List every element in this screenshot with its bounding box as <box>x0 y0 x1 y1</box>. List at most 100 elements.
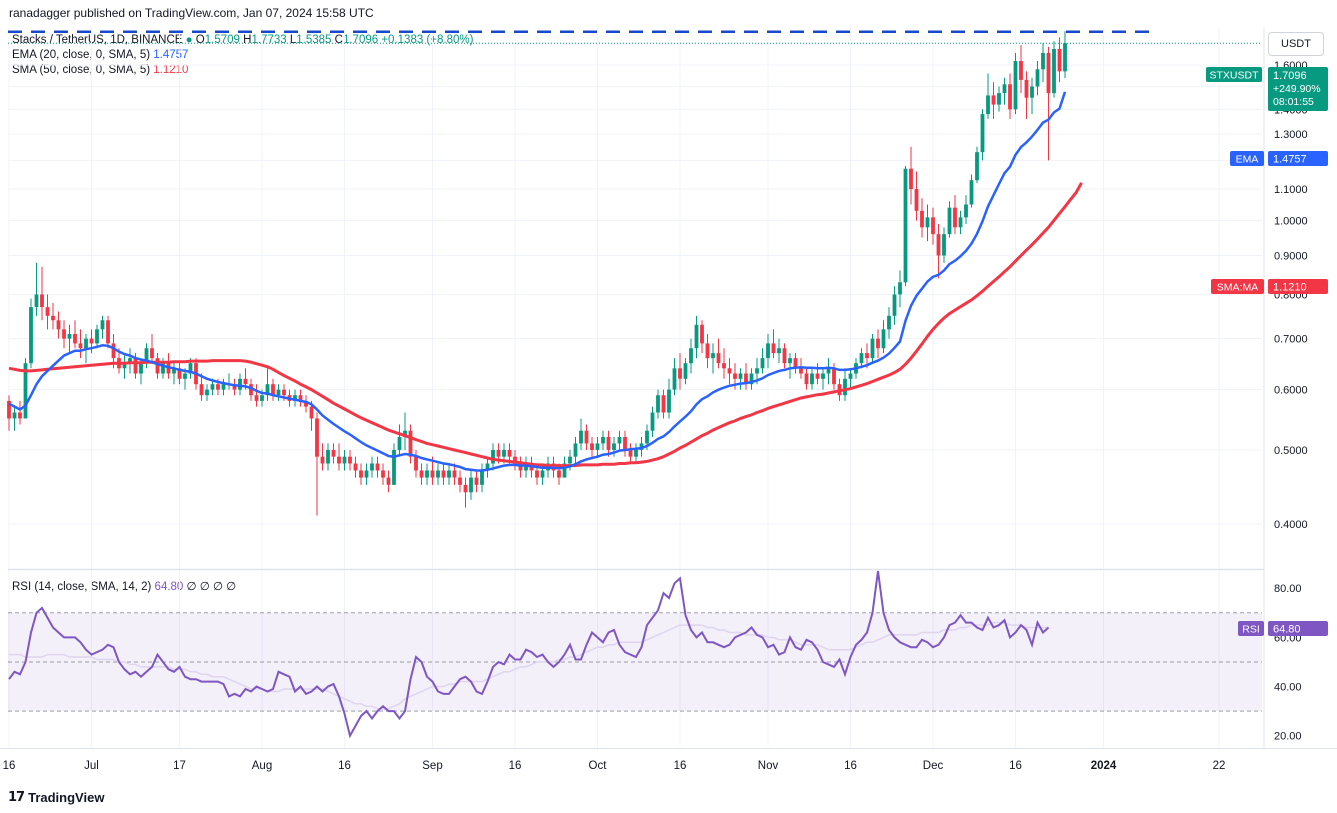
rsi-legend-row[interactable]: RSI (14, close, SMA, 14, 2) 64.80 ∅ ∅ ∅ … <box>12 579 236 593</box>
candle-body <box>650 412 655 431</box>
candle-body <box>177 368 182 379</box>
candle-body <box>144 348 149 364</box>
candle-body <box>579 430 583 444</box>
candle-body <box>617 437 622 444</box>
candle-body <box>1041 52 1045 70</box>
candle-body <box>150 348 154 359</box>
candle-body <box>628 449 633 457</box>
time-tick-label: 16 <box>338 760 351 772</box>
candle-body <box>1013 61 1018 110</box>
candle-body <box>821 373 825 379</box>
ohlc-open: 1.5709 <box>204 34 240 46</box>
candle-body <box>23 363 28 419</box>
candle-body <box>1024 79 1029 98</box>
tradingview-logo[interactable]: 17 TradingView <box>8 790 104 805</box>
candle-body <box>381 470 385 478</box>
candle-body <box>562 463 567 478</box>
ohlc-close-label: C <box>334 34 343 46</box>
candle-body <box>359 470 363 478</box>
candle-body <box>711 353 715 359</box>
time-tick-label: 16 <box>1009 760 1022 772</box>
candle-body <box>249 384 253 396</box>
candle-body <box>51 315 55 321</box>
candle-body <box>370 463 374 471</box>
candle-body <box>667 389 671 413</box>
candle-body <box>463 484 468 493</box>
candle-body <box>942 234 946 256</box>
candle-body <box>260 395 264 401</box>
rsi-legend-extra: ∅ ∅ ∅ ∅ <box>186 581 237 593</box>
candle-body <box>969 180 974 205</box>
time-tick-label: Sep <box>422 760 442 772</box>
time-tick-label: Oct <box>589 760 608 772</box>
candle-body <box>535 470 539 478</box>
candle-body <box>95 329 99 344</box>
candle-body <box>766 343 770 359</box>
candle-body <box>67 333 72 339</box>
time-tick-label: Nov <box>758 760 779 772</box>
rsi-value-badge: 64.80 <box>1273 624 1301 636</box>
change-badge: +249.90% <box>1273 83 1321 95</box>
candle-body <box>645 430 649 444</box>
candle-body <box>892 294 897 316</box>
candle-body <box>887 315 891 330</box>
candle-body <box>568 456 572 464</box>
price-badge-bg <box>1268 67 1328 111</box>
candle-body <box>595 443 600 450</box>
candle-body <box>749 373 754 385</box>
candle-body <box>810 373 814 385</box>
rsi-line <box>8 570 1050 739</box>
candle-body <box>958 217 963 228</box>
rsi-badge-label: RSI <box>1242 624 1260 636</box>
sma-badge-bg <box>1211 279 1264 294</box>
countdown-badge: 08:01:55 <box>1273 96 1314 108</box>
candle-body <box>1008 84 1012 110</box>
candle-body <box>12 412 17 419</box>
candle-body <box>931 217 935 235</box>
candle-body <box>975 152 979 181</box>
candle-body <box>29 307 33 364</box>
candle-body <box>56 320 61 330</box>
candle-body <box>155 358 160 374</box>
candle-body <box>133 358 138 374</box>
candle-body <box>518 463 523 471</box>
symbol-title[interactable]: Stacks / TetherUS, 1D, BINANCE <box>12 34 183 46</box>
candle-body <box>997 93 1001 105</box>
candle-body <box>304 400 308 407</box>
candle-body <box>661 395 666 413</box>
candle-body <box>953 207 957 228</box>
candle-body <box>656 395 660 413</box>
candle-body <box>799 368 803 374</box>
time-tick-label: 2024 <box>1091 760 1117 772</box>
ema-line <box>8 91 1067 472</box>
currency-button[interactable]: USDT <box>1268 32 1324 56</box>
candle-body <box>672 368 677 390</box>
candle-body <box>392 449 396 485</box>
candle-body <box>777 348 781 354</box>
candle-body <box>870 338 875 359</box>
rsi-badge-bg <box>1238 621 1264 636</box>
candle-body <box>540 470 545 478</box>
candle-body <box>623 437 627 450</box>
price-tick-label: 0.4000 <box>1274 519 1308 531</box>
candle-body <box>755 368 759 374</box>
ema-legend-label: EMA (20, close, 0, SMA, 5) <box>12 49 151 61</box>
axis-badges: STXUSDT 1.7096 +249.90% 08:01:55 EMA 1.4… <box>1206 67 1328 636</box>
candle-body <box>414 456 418 471</box>
candle-body <box>276 389 281 396</box>
candle-body <box>815 373 820 379</box>
time-tick-label: 16 <box>3 760 16 772</box>
candle-body <box>991 95 996 105</box>
candle-body <box>40 294 44 308</box>
candle-body <box>1030 86 1034 98</box>
candle-body <box>408 430 413 457</box>
candle-body <box>760 358 765 369</box>
candle-body <box>111 343 116 359</box>
candle-body <box>139 363 143 374</box>
candle-body <box>73 333 77 344</box>
candle-body <box>485 463 490 471</box>
candle-body <box>221 384 226 390</box>
candles <box>7 31 1067 516</box>
candle-body <box>804 373 809 385</box>
